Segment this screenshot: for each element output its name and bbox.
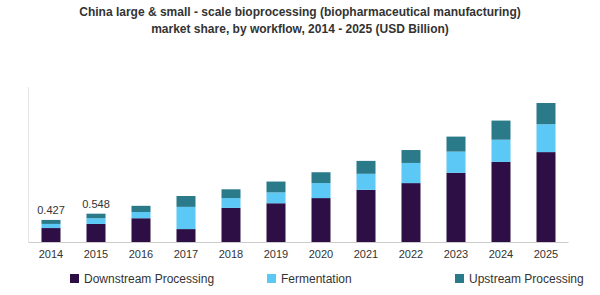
legend-label: Downstream Processing — [84, 272, 214, 286]
bar-segment — [132, 206, 151, 212]
x-tick-label: 2018 — [219, 248, 243, 260]
legend-swatch — [267, 274, 276, 283]
bar-segment — [447, 137, 466, 152]
bar-segment — [87, 218, 106, 224]
chart: 2014 2015 2016 2017 2018 2019 2020 2021 2022 2023… — [0, 0, 600, 295]
bar-segment — [402, 150, 421, 163]
bar-segment — [267, 182, 286, 193]
bar-segment — [492, 162, 511, 242]
x-tick-label: 2020 — [309, 248, 333, 260]
bar-segment — [402, 183, 421, 242]
annotation: 0.548 — [82, 198, 110, 210]
bar-segment — [447, 152, 466, 173]
bar-segment — [312, 183, 331, 198]
x-tick-label: 2022 — [399, 248, 423, 260]
x-tick-label: 2024 — [489, 248, 513, 260]
bar-segment — [132, 218, 151, 242]
bar-segment — [42, 228, 61, 242]
bar-segment — [87, 214, 106, 219]
bar-segment — [222, 198, 241, 208]
bar-segment — [357, 190, 376, 242]
bar-segment — [537, 124, 556, 152]
bar-segment — [492, 121, 511, 140]
bar-segment — [447, 173, 466, 242]
bar-segment — [222, 189, 241, 198]
bar-segment — [42, 220, 61, 224]
y-axis-line — [28, 87, 29, 242]
bar-segment — [357, 174, 376, 190]
legend: Downstream Processing Fermentation Upstrea… — [70, 272, 584, 286]
x-axis-line — [29, 242, 569, 243]
bar-segment — [267, 203, 286, 242]
legend-label: Fermentation — [281, 272, 352, 286]
x-tick-label: 2017 — [174, 248, 198, 260]
legend-swatch — [70, 274, 79, 283]
bar-segment — [402, 163, 421, 183]
bar-segment — [177, 196, 196, 207]
bar-segment — [357, 161, 376, 174]
bar-segment — [537, 103, 556, 124]
bar-segment — [132, 212, 151, 218]
annotation: 0.427 — [37, 204, 65, 216]
bar-segment — [222, 208, 241, 242]
chart-title: China large & small - scale bioprocessin… — [65, 4, 535, 38]
x-tick-label: 2021 — [354, 248, 378, 260]
bars — [42, 103, 556, 242]
bar-segment — [42, 224, 61, 228]
bar-segment — [312, 172, 331, 183]
x-tick-label: 2014 — [39, 248, 63, 260]
x-tick-label: 2016 — [129, 248, 153, 260]
legend-swatch — [455, 274, 464, 283]
x-tick-label: 2015 — [84, 248, 108, 260]
bar-segment — [537, 152, 556, 242]
x-tick-label: 2019 — [264, 248, 288, 260]
bar-segment — [492, 140, 511, 162]
bar-segment — [177, 229, 196, 242]
bar-segment — [177, 207, 196, 229]
x-tick-label: 2025 — [534, 248, 558, 260]
legend-label: Upstream Processing — [469, 272, 584, 286]
bar-segment — [312, 198, 331, 242]
bar-segment — [87, 224, 106, 242]
x-tick-label: 2023 — [444, 248, 468, 260]
bar-segment — [267, 192, 286, 203]
